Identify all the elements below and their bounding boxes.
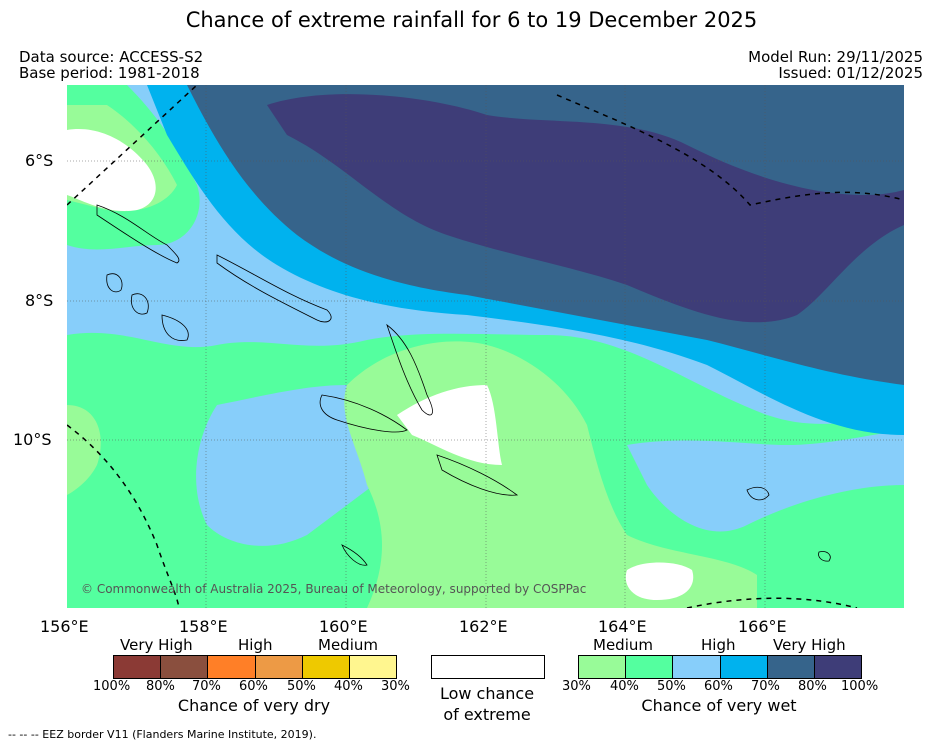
island-vella-lavella bbox=[106, 273, 123, 293]
island-santa-isabel bbox=[216, 254, 332, 323]
band-50-60-east bbox=[627, 430, 904, 532]
wet-category-high: High bbox=[701, 636, 736, 654]
wet-swatch bbox=[579, 656, 627, 678]
rainfall-map: © Commonwealth of Australia 2025, Bureau… bbox=[67, 85, 904, 608]
wet-tick: 100% bbox=[841, 679, 879, 694]
base-period: Base period: 1981-2018 bbox=[19, 64, 200, 82]
dry-category-medium: Medium bbox=[318, 636, 378, 654]
island-new-georgia bbox=[161, 314, 189, 341]
source-info: Data source: ACCESS-S2 Base period: 1981… bbox=[19, 49, 203, 81]
lon-label-166e: 166°E bbox=[738, 617, 787, 636]
lat-label-8s: 8°S bbox=[25, 291, 54, 310]
islands bbox=[96, 204, 831, 566]
dry-tick: 50% bbox=[287, 679, 316, 694]
eez-borders bbox=[67, 85, 904, 608]
dry-swatch bbox=[208, 656, 256, 678]
island-choiseul bbox=[96, 204, 180, 264]
low-chance-swatch bbox=[431, 655, 545, 679]
wet-tick: 60% bbox=[704, 679, 733, 694]
wet-tick: 30% bbox=[562, 679, 591, 694]
dry-colorbar bbox=[113, 655, 397, 679]
data-source: Data source: ACCESS-S2 bbox=[19, 48, 204, 66]
island-makira bbox=[436, 454, 519, 496]
low-chance-caption: Low chance of extreme bbox=[421, 683, 553, 725]
low-chance-caption-line1: Low chance bbox=[439, 684, 535, 703]
dry-tick: 70% bbox=[192, 679, 221, 694]
wet-colorbar bbox=[578, 655, 862, 679]
island-kolombangara bbox=[131, 293, 149, 315]
run-info: Model Run: 29/11/2025 Issued: 01/12/2025 bbox=[748, 49, 923, 81]
wet-tick: 50% bbox=[657, 679, 686, 694]
island-malaita bbox=[386, 323, 433, 416]
issued-date: Issued: 01/12/2025 bbox=[778, 64, 923, 82]
lat-label-6s: 6°S bbox=[25, 151, 54, 170]
low-chance-caption-line2: of extreme bbox=[443, 705, 531, 724]
dry-tick: 100% bbox=[93, 679, 131, 694]
dry-swatch bbox=[302, 656, 350, 678]
dry-tick: 40% bbox=[334, 679, 363, 694]
low-chance-area bbox=[397, 385, 502, 465]
model-run: Model Run: 29/11/2025 bbox=[748, 48, 923, 66]
wet-swatch bbox=[673, 656, 721, 678]
eez-footer: -- -- -- EEZ border V11 (Flanders Marine… bbox=[8, 728, 317, 741]
band-30-40-west bbox=[67, 405, 101, 495]
island-nendo bbox=[746, 486, 770, 501]
graticule bbox=[67, 85, 904, 608]
lon-label-164e: 164°E bbox=[598, 617, 647, 636]
band-80-100 bbox=[267, 94, 904, 323]
dry-swatch bbox=[349, 656, 397, 678]
wet-category-medium: Medium bbox=[593, 636, 653, 654]
lon-label-158e: 158°E bbox=[179, 617, 228, 636]
dry-swatch bbox=[161, 656, 209, 678]
wet-swatch bbox=[720, 656, 768, 678]
dry-category-very-high: Very High bbox=[120, 636, 193, 654]
lon-label-162e: 162°E bbox=[459, 617, 508, 636]
wet-tick: 80% bbox=[798, 679, 827, 694]
wet-caption: Chance of very wet bbox=[641, 696, 797, 715]
dry-tick: 60% bbox=[239, 679, 268, 694]
wet-swatch bbox=[814, 656, 862, 678]
low-chance-area-2 bbox=[625, 562, 694, 600]
low-chance-nw bbox=[67, 129, 156, 212]
island-rennell bbox=[341, 544, 368, 566]
wet-swatch bbox=[626, 656, 674, 678]
map-title: Chance of extreme rainfall for 6 to 19 D… bbox=[185, 8, 758, 32]
lon-label-160e: 160°E bbox=[319, 617, 368, 636]
wet-tick: 70% bbox=[751, 679, 780, 694]
island-vanikoro bbox=[818, 551, 831, 562]
lon-label-156e: 156°E bbox=[40, 617, 89, 636]
dry-tick: 80% bbox=[146, 679, 175, 694]
lat-label-10s: 10°S bbox=[13, 430, 52, 449]
wet-category-very-high: Very High bbox=[773, 636, 846, 654]
dry-swatch bbox=[255, 656, 303, 678]
wet-tick: 40% bbox=[610, 679, 639, 694]
dry-caption: Chance of very dry bbox=[177, 696, 331, 715]
wet-swatch bbox=[767, 656, 815, 678]
map-copyright: © Commonwealth of Australia 2025, Bureau… bbox=[81, 582, 586, 596]
dry-category-high: High bbox=[238, 636, 273, 654]
dry-swatch bbox=[114, 656, 162, 678]
island-guadalcanal bbox=[319, 394, 408, 433]
dry-tick: 30% bbox=[381, 679, 410, 694]
